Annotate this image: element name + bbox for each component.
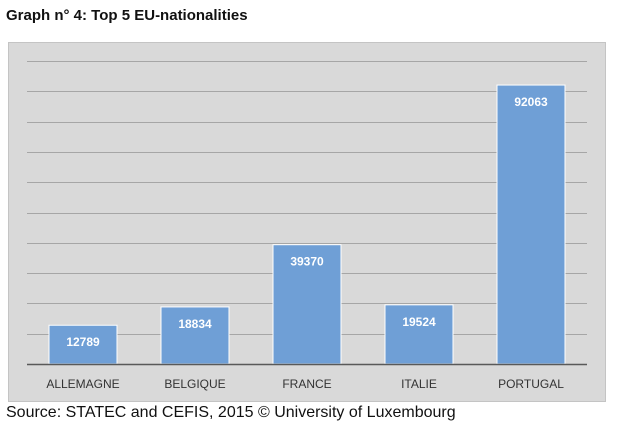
bar-allemagne <box>48 324 118 365</box>
bars <box>48 84 566 365</box>
bar-portugal <box>496 84 566 365</box>
tick-label-portugal: PORTUGAL <box>498 377 564 391</box>
tick-label-italie: ITALIE <box>401 377 437 391</box>
bar-belgique <box>160 306 230 365</box>
data-label-italie: 19524 <box>402 315 436 329</box>
source-note: Source: STATEC and CEFIS, 2015 © Univers… <box>6 404 456 421</box>
chart-area: 12789 18834 39370 19524 92063 ALLEMAGNE BELGI… <box>8 42 606 402</box>
bar-france <box>272 244 342 365</box>
gridlines <box>27 61 587 335</box>
tick-label-allemagne: ALLEMAGNE <box>46 377 119 391</box>
tick-label-france: FRANCE <box>282 377 331 391</box>
bar-chart: 12789 18834 39370 19524 92063 ALLEMAGNE BELGI… <box>27 61 587 391</box>
data-labels: 12789 18834 39370 19524 92063 <box>66 95 548 349</box>
data-label-allemagne: 12789 <box>66 335 100 349</box>
data-label-portugal: 92063 <box>514 95 548 109</box>
x-tick-labels: ALLEMAGNE BELGIQUE FRANCE ITALIE PORTUGAL <box>46 377 564 391</box>
bar-italie <box>384 304 454 365</box>
data-label-belgique: 18834 <box>178 317 212 331</box>
data-label-france: 39370 <box>290 255 324 269</box>
chart-title: Graph n° 4: Top 5 EU-nationalities <box>6 7 248 24</box>
tick-label-belgique: BELGIQUE <box>164 377 225 391</box>
